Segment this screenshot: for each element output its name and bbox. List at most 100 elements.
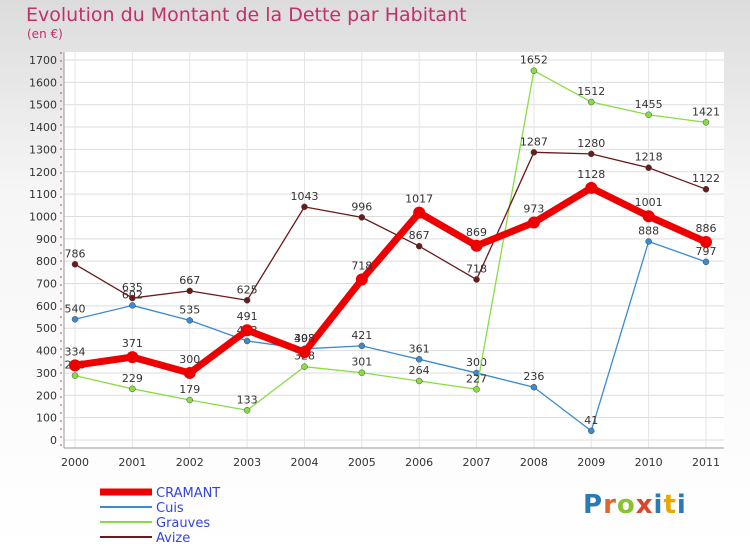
data-point-cuis — [530, 383, 538, 391]
x-tick-label: 2004 — [290, 456, 318, 469]
data-point-cramant — [69, 359, 81, 372]
y-tick-label: 1700 — [29, 54, 57, 67]
data-point-cuis — [186, 317, 193, 324]
data-point-cramant — [527, 216, 540, 229]
data-point-grauves — [301, 363, 308, 370]
data-label-avize: 996 — [351, 200, 372, 213]
data-label-grauves: 301 — [351, 356, 372, 369]
data-point-grauves — [473, 386, 480, 393]
x-tick-label: 2008 — [520, 456, 548, 469]
data-point-avize — [473, 276, 480, 283]
data-label-grauves: 229 — [122, 372, 143, 385]
x-tick-label: 2000 — [61, 456, 89, 469]
proxiti-logo: Proxiti — [583, 490, 687, 520]
data-label-cuis: 300 — [466, 356, 487, 369]
data-point-cuis — [358, 342, 366, 350]
y-tick-label: 1600 — [29, 76, 57, 89]
data-point-cramant — [298, 346, 311, 359]
y-tick-label: 700 — [36, 278, 57, 291]
x-tick-label: 2003 — [233, 456, 261, 469]
data-label-cramant: 1128 — [577, 168, 605, 181]
x-tick-label: 2010 — [635, 456, 663, 469]
data-point-avize — [301, 203, 308, 211]
data-label-cuis: 236 — [523, 370, 544, 383]
data-point-cramant — [355, 273, 368, 286]
data-point-cuis — [415, 356, 423, 363]
data-point-grauves — [645, 111, 652, 119]
data-point-cramant — [183, 366, 196, 379]
data-label-cramant: 1001 — [635, 196, 663, 209]
data-label-cramant: 973 — [523, 203, 544, 216]
data-label-avize: 1287 — [520, 135, 548, 148]
data-point-cramant — [470, 239, 483, 252]
data-label-cramant: 393 — [294, 332, 315, 345]
series-line-avize — [74, 151, 707, 301]
data-point-cramant — [700, 235, 712, 248]
legend-label-cramant: CRAMANT — [156, 486, 220, 501]
data-point-cuis — [702, 258, 710, 266]
x-tick-label: 2002 — [176, 456, 204, 469]
data-point-avize — [530, 149, 538, 156]
data-label-avize: 867 — [409, 229, 430, 242]
x-tick-label: 2005 — [348, 456, 376, 469]
x-tick-label: 2009 — [577, 456, 605, 469]
data-label-cramant: 300 — [179, 353, 200, 366]
data-point-cramant — [126, 351, 139, 364]
y-tick-label: 100 — [36, 412, 57, 425]
data-label-avize: 635 — [122, 281, 143, 294]
data-label-grauves: 1652 — [520, 54, 548, 67]
data-point-grauves — [71, 372, 79, 379]
y-tick-label: 400 — [36, 345, 57, 358]
data-point-grauves — [588, 98, 595, 106]
data-point-avize — [129, 294, 136, 302]
data-label-avize: 718 — [466, 263, 487, 276]
data-label-avize: 786 — [65, 247, 86, 260]
data-label-avize: 1280 — [577, 137, 605, 150]
legend-label-avize: Avize — [156, 531, 190, 546]
data-label-cramant: 371 — [122, 337, 143, 350]
data-label-cramant: 1017 — [405, 193, 433, 206]
data-label-cuis: 797 — [696, 245, 717, 258]
data-point-cuis — [588, 427, 595, 435]
y-tick-label: 200 — [36, 389, 57, 402]
data-point-grauves — [530, 67, 538, 74]
data-point-grauves — [129, 385, 136, 393]
y-tick-label: 1500 — [29, 99, 57, 112]
x-tick-label: 2011 — [692, 456, 720, 469]
data-point-avize — [702, 185, 710, 193]
data-point-grauves — [186, 396, 193, 404]
y-tick-label: 1300 — [29, 143, 57, 156]
data-label-grauves: 264 — [409, 364, 430, 377]
series-line-grauves — [74, 70, 707, 411]
data-point-grauves — [415, 377, 423, 385]
data-point-cramant — [642, 210, 655, 223]
data-point-cramant — [241, 324, 254, 337]
legend-label-cuis: Cuis — [156, 501, 184, 516]
data-point-avize — [645, 164, 652, 171]
data-point-grauves — [243, 407, 251, 414]
data-label-grauves: 133 — [237, 393, 258, 406]
series-line-cramant — [71, 184, 710, 377]
data-label-cuis: 540 — [65, 302, 86, 315]
data-point-avize — [358, 214, 366, 221]
y-tick-label: 900 — [36, 233, 57, 246]
data-point-cramant — [413, 206, 426, 219]
x-tick-label: 2001 — [118, 456, 146, 469]
y-tick-label: 300 — [36, 367, 57, 380]
x-tick-label: 2007 — [463, 456, 491, 469]
plot-area — [64, 52, 724, 448]
data-label-grauves: 179 — [179, 383, 200, 396]
data-label-grauves: 1421 — [692, 105, 720, 118]
y-tick-label: 800 — [36, 255, 57, 268]
data-point-avize — [243, 297, 251, 304]
data-point-avize — [415, 242, 423, 250]
x-tick-label: 2006 — [405, 456, 433, 469]
data-label-avize: 625 — [237, 283, 258, 296]
data-label-cuis: 361 — [409, 342, 430, 355]
data-label-avize: 667 — [179, 274, 200, 287]
data-label-cramant: 334 — [65, 345, 86, 358]
data-point-avize — [71, 261, 79, 268]
data-label-grauves: 1455 — [635, 98, 663, 111]
chart-title: Evolution du Montant de la Dette par Hab… — [26, 4, 467, 26]
